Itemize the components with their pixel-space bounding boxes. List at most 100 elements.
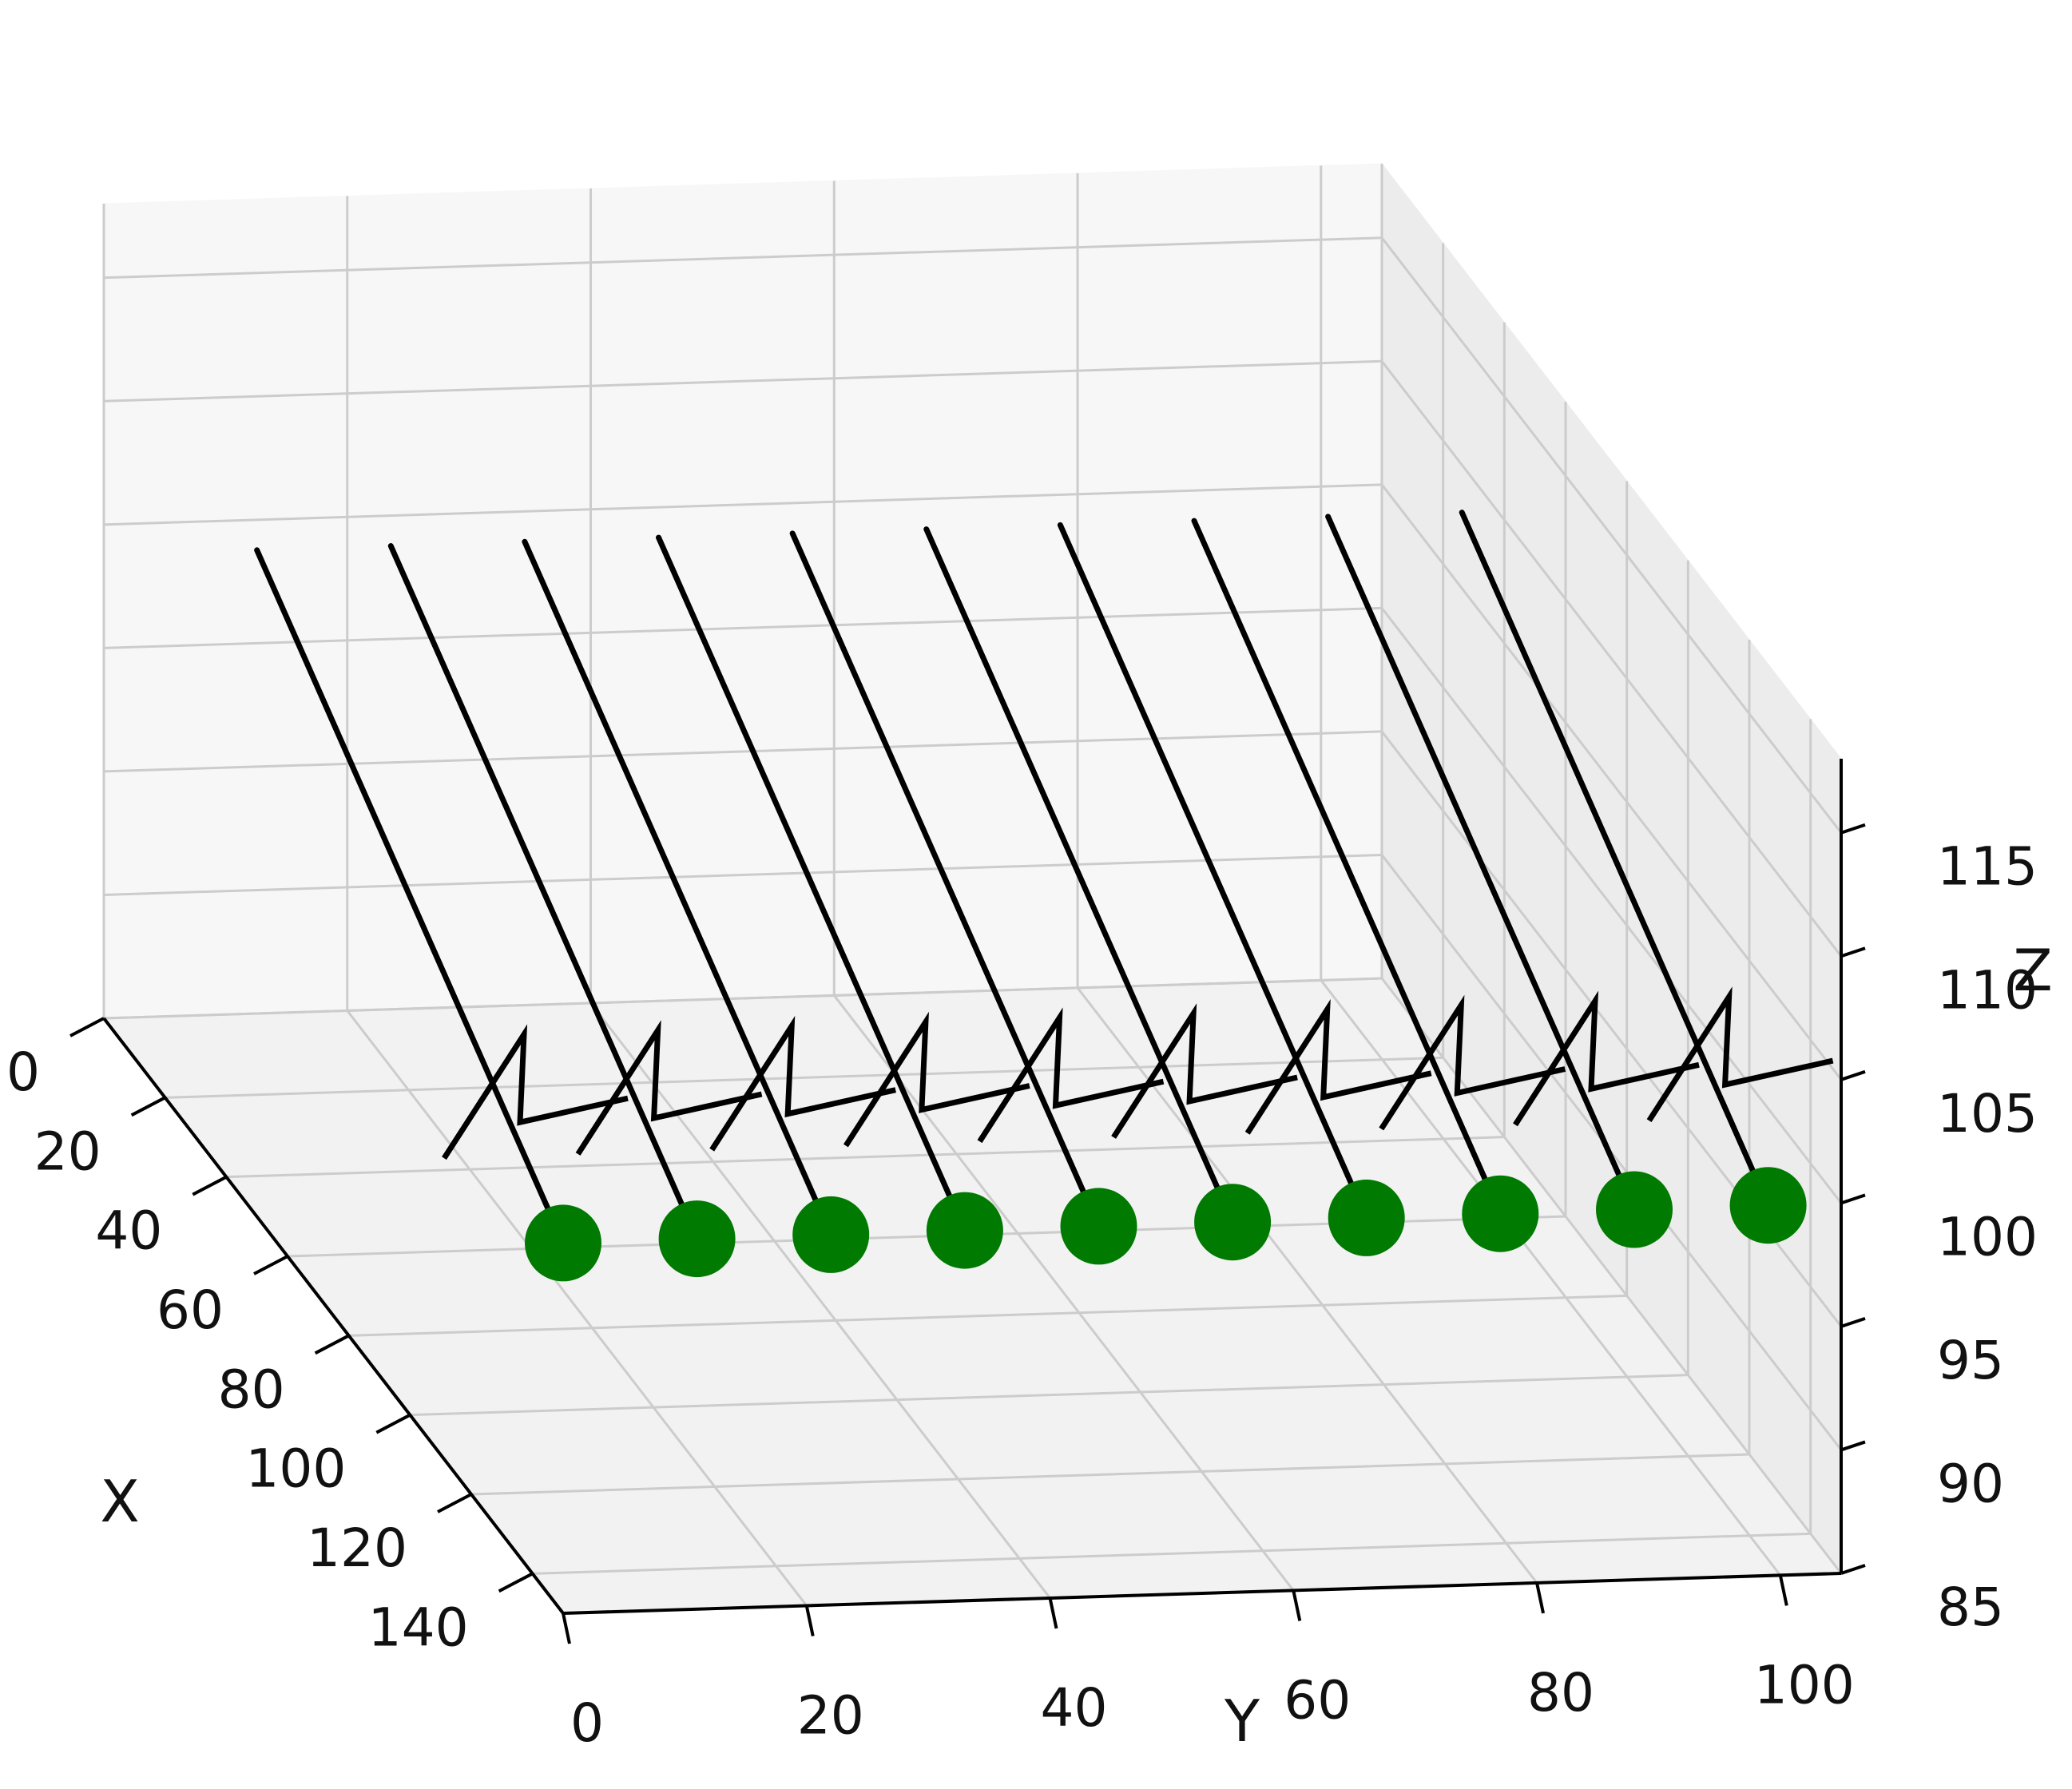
x-tick bbox=[314, 1334, 350, 1355]
arrow bbox=[1459, 510, 1834, 1208]
data-point bbox=[525, 1204, 601, 1282]
z-tick bbox=[1840, 1440, 1866, 1452]
data-point bbox=[1194, 1184, 1272, 1261]
y-tick bbox=[1292, 1590, 1302, 1621]
data-point bbox=[1596, 1171, 1673, 1248]
grid-line bbox=[165, 1056, 1443, 1099]
x-tick-label: 100 bbox=[245, 1438, 346, 1500]
x-tick bbox=[375, 1413, 411, 1434]
z-tick bbox=[1840, 1317, 1866, 1328]
arrow bbox=[387, 543, 763, 1242]
arrow-shaft bbox=[254, 547, 566, 1246]
z-tick-label: 100 bbox=[1937, 1206, 2038, 1267]
arrow-shaft bbox=[1459, 510, 1772, 1208]
x-tick bbox=[69, 1017, 105, 1037]
grid-line bbox=[103, 977, 1383, 1020]
arrow-head bbox=[1244, 999, 1432, 1135]
y-tick-label: 20 bbox=[797, 1684, 864, 1746]
arrow-head bbox=[575, 1020, 763, 1156]
y-tick bbox=[1778, 1574, 1788, 1606]
arrow bbox=[1191, 518, 1566, 1217]
grid-line bbox=[103, 730, 1383, 773]
arrow-head bbox=[1379, 994, 1566, 1131]
arrow-head bbox=[1646, 986, 1834, 1122]
grid-line bbox=[532, 1532, 1811, 1575]
arrow-shaft bbox=[387, 543, 701, 1242]
tick-labels: 0 20 40 60 80 100 120 140 0 20 40 60 80 100 85 90 95 100 1… bbox=[6, 836, 2038, 1754]
x-tick-label: 60 bbox=[157, 1279, 224, 1341]
arrow-shaft bbox=[656, 534, 968, 1234]
grid-line bbox=[1380, 607, 1843, 1204]
z-tick bbox=[1840, 823, 1866, 835]
arrow bbox=[1057, 522, 1432, 1221]
x-tick bbox=[498, 1572, 534, 1593]
grid-line bbox=[833, 994, 1295, 1592]
x-tick bbox=[437, 1493, 472, 1513]
z-tick bbox=[1840, 946, 1866, 958]
arrow-head bbox=[442, 1024, 629, 1160]
x-tick bbox=[253, 1255, 288, 1275]
data-point bbox=[792, 1196, 870, 1273]
x-tick-label: 120 bbox=[307, 1517, 407, 1579]
arrow bbox=[789, 530, 1165, 1229]
y-axis-title: Y bbox=[1224, 1688, 1260, 1755]
grid-line bbox=[470, 1453, 1750, 1496]
arrow-head bbox=[709, 1015, 896, 1152]
data-point bbox=[1462, 1175, 1539, 1252]
axes bbox=[69, 759, 1866, 1644]
grid-line bbox=[1380, 483, 1843, 1081]
x-tick bbox=[130, 1096, 166, 1117]
grid-line bbox=[103, 853, 1383, 896]
grid-line bbox=[226, 1136, 1505, 1179]
x-tick-label: 0 bbox=[6, 1041, 40, 1103]
arrow-head bbox=[977, 1007, 1165, 1144]
y-axis-line bbox=[562, 1572, 1842, 1615]
y-tick bbox=[804, 1605, 815, 1636]
arrow-shaft bbox=[789, 530, 1101, 1229]
x-tick-label: 140 bbox=[368, 1597, 469, 1658]
arrow-shaft bbox=[1057, 522, 1370, 1221]
arrow-series bbox=[254, 510, 1834, 1246]
z-tick-label: 85 bbox=[1937, 1577, 2004, 1638]
x-tick bbox=[192, 1175, 228, 1196]
z-tick-label: 110 bbox=[1937, 959, 2038, 1021]
data-point bbox=[1729, 1167, 1807, 1244]
grid-line bbox=[103, 483, 1383, 526]
y-tick-label: 0 bbox=[570, 1692, 604, 1754]
y-tick-label: 80 bbox=[1527, 1662, 1594, 1724]
grid-line bbox=[346, 1010, 808, 1607]
arrow bbox=[254, 547, 629, 1246]
arrow-shaft bbox=[923, 526, 1236, 1225]
arrow-shaft bbox=[1325, 514, 1637, 1212]
z-tick bbox=[1840, 1069, 1866, 1081]
grid-line bbox=[1380, 236, 1843, 834]
grid-line bbox=[589, 1002, 1051, 1599]
y-tick-label: 40 bbox=[1041, 1677, 1108, 1739]
x-axis-title: X bbox=[100, 1468, 139, 1535]
arrow bbox=[522, 538, 896, 1238]
data-point bbox=[926, 1192, 1003, 1269]
grid-line bbox=[348, 1294, 1627, 1337]
arrow bbox=[1325, 514, 1700, 1212]
x-tick-label: 20 bbox=[34, 1121, 101, 1182]
arrow-shaft bbox=[1191, 518, 1503, 1217]
z-axis-title: Z bbox=[2013, 937, 2052, 1004]
grid-line bbox=[1076, 986, 1538, 1584]
y-tick bbox=[562, 1612, 571, 1644]
grid-line bbox=[103, 606, 1383, 649]
z-tick-label: 90 bbox=[1937, 1453, 2004, 1514]
arrow-head bbox=[1111, 1003, 1298, 1139]
y-tick-label: 60 bbox=[1284, 1669, 1351, 1731]
grid-line bbox=[103, 359, 1383, 403]
data-point bbox=[1060, 1188, 1137, 1265]
grid-line bbox=[103, 236, 1383, 280]
x-tick-label: 40 bbox=[95, 1200, 162, 1262]
z-tick bbox=[1840, 1193, 1866, 1205]
grid-line bbox=[410, 1374, 1689, 1417]
arrow-head bbox=[843, 1011, 1030, 1148]
arrow bbox=[923, 526, 1298, 1225]
z-tick-label: 115 bbox=[1937, 836, 2038, 898]
y-tick bbox=[1048, 1597, 1058, 1629]
axis-panes bbox=[103, 162, 1842, 1614]
